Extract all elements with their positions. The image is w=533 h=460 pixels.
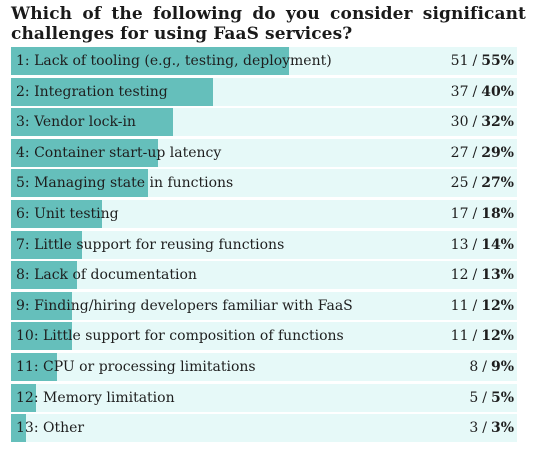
bar-percent: 29% xyxy=(481,145,514,161)
bar-percent: 12% xyxy=(481,298,514,314)
bar-count: 25 xyxy=(450,175,469,191)
bar xyxy=(11,353,57,381)
bar xyxy=(11,261,77,289)
bar-label: 11: CPU or processing limitations xyxy=(16,359,256,375)
bar-value-label: 27/29% xyxy=(451,139,514,167)
bar xyxy=(11,78,213,106)
bar-percent: 9% xyxy=(490,359,514,375)
bar-percent: 12% xyxy=(481,328,514,344)
bar-value-label: 13/14% xyxy=(451,231,514,259)
value-separator: / xyxy=(472,237,478,253)
bar-count: 11 xyxy=(450,328,469,344)
chart-title: Which of the following do you consider s… xyxy=(11,4,526,44)
bar-value-label: 30/32% xyxy=(451,108,514,136)
bar-value-label: 5/5% xyxy=(469,384,514,412)
bar-count: 3 xyxy=(469,420,479,436)
value-separator: / xyxy=(482,359,487,375)
bar-chart: 1: Lack of tooling (e.g., testing, deplo… xyxy=(11,47,517,443)
bar-count: 17 xyxy=(450,206,469,222)
bar-row: 8: Lack of documentation 12/13% xyxy=(11,261,517,289)
bar-label: 7: Little support for reusing functions xyxy=(16,237,285,253)
bar-label: 10: Little support for composition of fu… xyxy=(16,328,344,344)
bar-value-label: 11/12% xyxy=(451,322,514,350)
bar-count: 12 xyxy=(450,267,469,283)
bar-row: 5: Managing state in functions 25/27% xyxy=(11,169,517,197)
bar-value-label: 12/13% xyxy=(451,261,514,289)
bar-count: 5 xyxy=(469,390,479,406)
bar-percent: 18% xyxy=(481,206,514,222)
bar-row: 4: Container start-up latency 27/29% xyxy=(11,139,517,167)
bar-count: 51 xyxy=(450,53,469,69)
bar xyxy=(11,108,173,136)
bar xyxy=(11,231,82,259)
bar-row: 9: Finding/hiring developers familiar wi… xyxy=(11,292,517,320)
value-separator: / xyxy=(472,145,478,161)
bar-row: 12: Memory limitation 5/5% xyxy=(11,384,517,412)
bar-label: 12: Memory limitation xyxy=(16,390,175,406)
bar-count: 11 xyxy=(450,298,469,314)
bar-count: 30 xyxy=(450,114,469,130)
bar-label: 4: Container start-up latency xyxy=(16,145,222,161)
bar-count: 8 xyxy=(469,359,479,375)
bar-label: 1: Lack of tooling (e.g., testing, deplo… xyxy=(16,53,332,69)
value-separator: / xyxy=(472,175,478,191)
bar-label: 2: Integration testing xyxy=(16,84,168,100)
bar-label: 6: Unit testing xyxy=(16,206,119,222)
bar-percent: 14% xyxy=(481,237,514,253)
bar-percent: 55% xyxy=(481,53,514,69)
bar-row: 1: Lack of tooling (e.g., testing, deplo… xyxy=(11,47,517,75)
bar-label: 9: Finding/hiring developers familiar wi… xyxy=(16,298,353,314)
bar-row: 11: CPU or processing limitations 8/9% xyxy=(11,353,517,381)
bar-row: 6: Unit testing 17/18% xyxy=(11,200,517,228)
bar-label: 5: Managing state in functions xyxy=(16,175,234,191)
bar-count: 37 xyxy=(450,84,469,100)
bar-percent: 5% xyxy=(490,390,514,406)
bar-row: 10: Little support for composition of fu… xyxy=(11,322,517,350)
bar-value-label: 3/3% xyxy=(469,414,514,442)
bar-percent: 40% xyxy=(481,84,514,100)
bar-value-label: 17/18% xyxy=(451,200,514,228)
bar-percent: 27% xyxy=(481,175,514,191)
bar xyxy=(11,292,72,320)
bar xyxy=(11,139,158,167)
value-separator: / xyxy=(482,390,487,406)
bar-label: 8: Lack of documentation xyxy=(16,267,197,283)
bar-label: 13: Other xyxy=(16,420,85,436)
bar-value-label: 37/40% xyxy=(451,78,514,106)
bar-value-label: 8/9% xyxy=(469,353,514,381)
bar xyxy=(11,47,289,75)
value-separator: / xyxy=(472,328,478,344)
value-separator: / xyxy=(472,84,478,100)
bar xyxy=(11,169,148,197)
bar-value-label: 11/12% xyxy=(451,292,514,320)
bar xyxy=(11,322,72,350)
value-separator: / xyxy=(482,420,487,436)
bar-count: 13 xyxy=(450,237,469,253)
bar-count: 27 xyxy=(450,145,469,161)
bar xyxy=(11,200,102,228)
bar xyxy=(11,384,36,412)
value-separator: / xyxy=(472,53,478,69)
bar-percent: 32% xyxy=(481,114,514,130)
bar xyxy=(11,414,26,442)
bar-row: 2: Integration testing 37/40% xyxy=(11,78,517,106)
value-separator: / xyxy=(472,267,478,283)
bar-value-label: 51/55% xyxy=(451,47,514,75)
bar-percent: 13% xyxy=(481,267,514,283)
value-separator: / xyxy=(472,114,478,130)
value-separator: / xyxy=(472,298,478,314)
bar-row: 7: Little support for reusing functions 1… xyxy=(11,231,517,259)
value-separator: / xyxy=(472,206,478,222)
bar-label: 3: Vendor lock-in xyxy=(16,114,136,130)
bar-row: 3: Vendor lock-in 30/32% xyxy=(11,108,517,136)
bar-percent: 3% xyxy=(490,420,514,436)
bar-value-label: 25/27% xyxy=(451,169,514,197)
bar-row: 13: Other 3/3% xyxy=(11,414,517,442)
